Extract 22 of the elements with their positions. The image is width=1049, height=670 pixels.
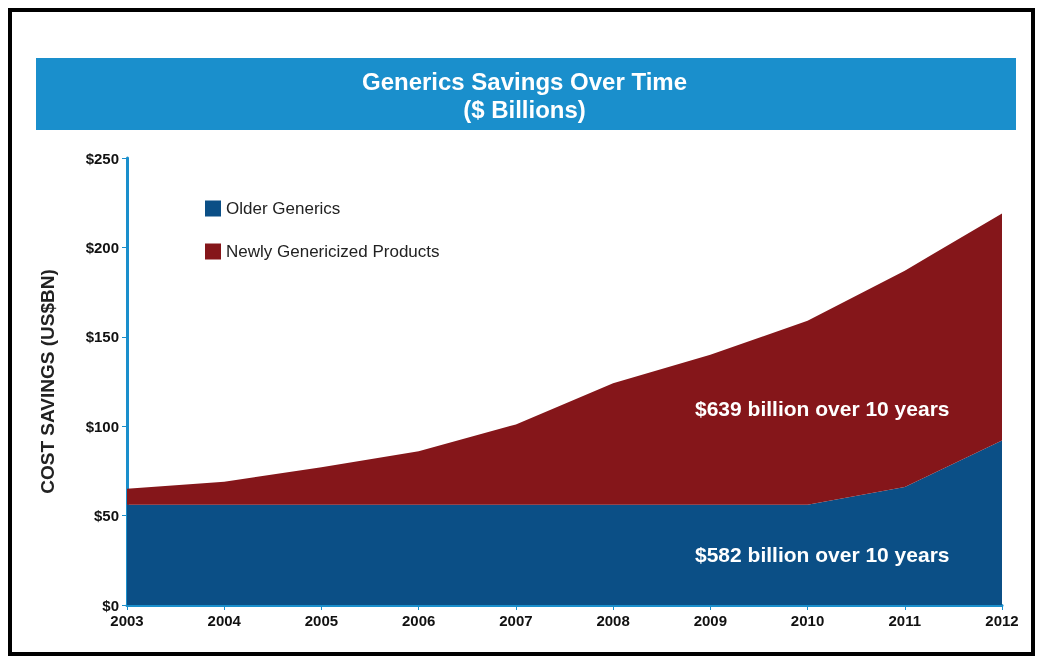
- y-tick-label: $250: [85, 149, 119, 167]
- x-tick-label: 2004: [207, 612, 242, 629]
- y-tick-label: $0: [102, 596, 119, 614]
- x-tick-label: 2010: [790, 612, 825, 629]
- legend-label: Newly Genericized Products: [226, 242, 440, 261]
- x-tick-label: 2011: [888, 612, 922, 629]
- x-tick-label: 2007: [499, 612, 533, 629]
- x-tick-label: 2003: [110, 612, 144, 629]
- legend-label: Older Generics: [226, 199, 341, 218]
- x-tick-label: 2009: [693, 612, 728, 629]
- chart-title: Generics Savings Over Time ($ Billions): [361, 67, 688, 123]
- y-tick-label: $200: [85, 238, 119, 256]
- annotation: $639 billion over 10 years: [695, 397, 950, 420]
- x-tick-label: 2012: [985, 612, 1019, 629]
- x-tick-label: 2005: [304, 612, 339, 629]
- y-tick-label: $150: [85, 328, 119, 346]
- annotation: $582 billion over 10 years: [695, 543, 950, 566]
- y-axis-title: COST SAVINGS (US$BN): [37, 269, 58, 494]
- x-tick-label: 2008: [596, 612, 630, 629]
- y-tick-label: $50: [93, 507, 119, 525]
- y-tick-label: $100: [85, 417, 119, 435]
- x-tick-label: 2006: [401, 612, 436, 629]
